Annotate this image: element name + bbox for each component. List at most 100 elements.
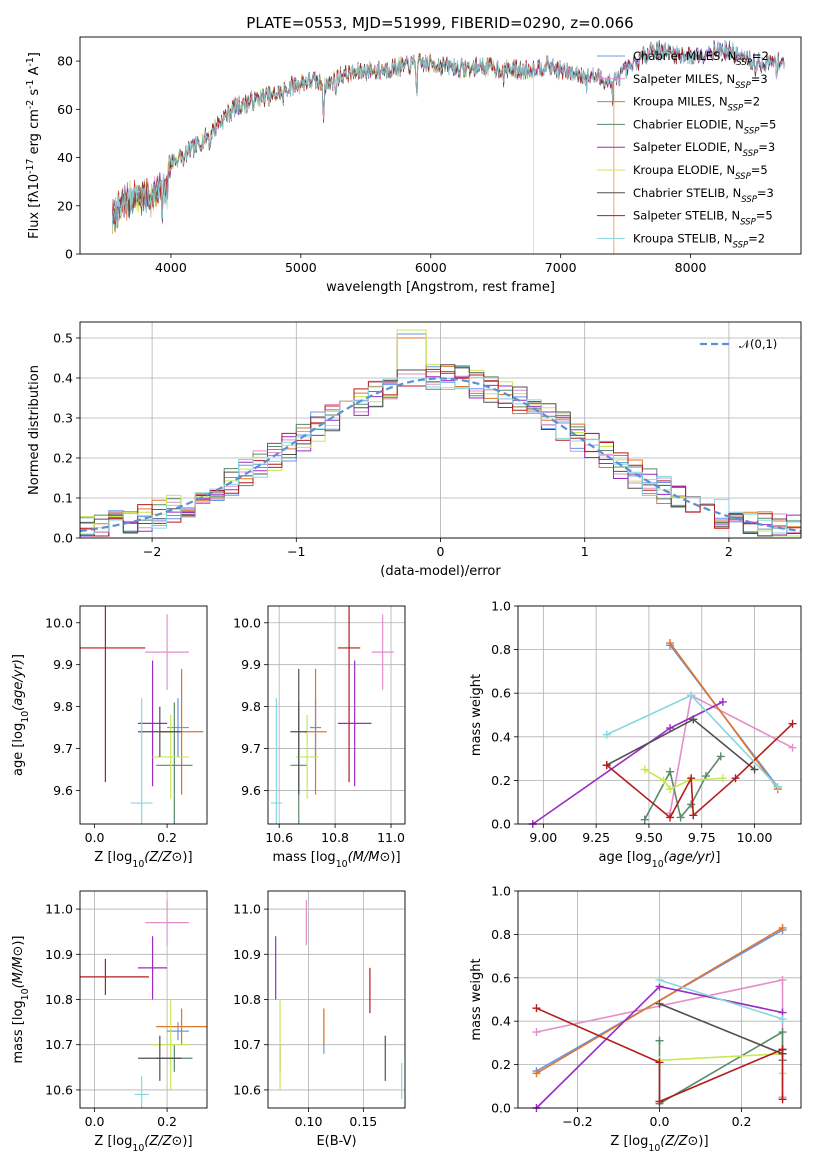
y-tick-label: 9.9 bbox=[241, 657, 261, 672]
y-tick-label: 80 bbox=[57, 54, 73, 69]
weight-series-line bbox=[644, 768, 723, 791]
y-tick-label: 10.0 bbox=[233, 615, 261, 630]
y-tick-label: 1.0 bbox=[491, 599, 511, 614]
weight-point-marker bbox=[640, 765, 649, 774]
y-tick-label: 10.0 bbox=[45, 615, 73, 630]
y-tick-label: 9.6 bbox=[53, 783, 73, 798]
weight-vs-age-panel: 9.00 9.25 9.50 9.75 10.00 0.0 0.2 0.4 0.6 0.8 1.0 a… bbox=[469, 599, 802, 870]
legend-entry: Chabrier STELIB, NSSP=3 bbox=[633, 186, 774, 205]
weight-point-marker bbox=[687, 691, 696, 700]
y-tick-label: 9.8 bbox=[53, 699, 73, 714]
y-tick-label: 9.7 bbox=[241, 741, 261, 756]
y-axis-label: mass weight bbox=[469, 958, 484, 1040]
x-tick-label: −1 bbox=[287, 544, 305, 559]
x-tick-label: 0.10 bbox=[295, 1114, 323, 1129]
x-tick-label: 9.00 bbox=[529, 830, 557, 845]
weight-point-marker bbox=[640, 815, 649, 824]
weight-point-marker bbox=[718, 697, 727, 706]
weight-series-line bbox=[606, 694, 779, 788]
weight-point-marker bbox=[532, 1004, 541, 1013]
x-tick-label: 4000 bbox=[155, 260, 187, 275]
age-vs-mass-panel: 10.6 10.8 11.0 9.6 9.7 9.8 9.9 10.0 mass [log10(… bbox=[233, 605, 406, 870]
y-tick-label: 0.5 bbox=[53, 331, 73, 346]
legend-entry: Salpeter MILES, NSSP=3 bbox=[633, 72, 768, 91]
residual-histogram-panel: −2 −1 0 1 2 0.0 0.1 0.2 0.3 0.4 0.5 (data-model)/er… bbox=[27, 321, 802, 579]
y-tick-label: 9.7 bbox=[53, 741, 73, 756]
axes-frame bbox=[79, 321, 802, 539]
weight-point-marker bbox=[655, 1097, 664, 1106]
legend-entry: Salpeter STELIB, NSSP=5 bbox=[633, 209, 773, 228]
y-tick-label: 0.6 bbox=[491, 686, 511, 701]
y-tick-label: 10.7 bbox=[233, 1037, 261, 1052]
mass-vs-ebv-panel: 0.10 0.15 10.6 10.7 10.8 10.9 11.0 E(B-V) bbox=[233, 890, 406, 1149]
axes-frame bbox=[79, 890, 208, 1109]
weight-point-marker bbox=[689, 811, 698, 820]
x-axis-label: Z [log10(Z/Z⊙)] bbox=[94, 1134, 192, 1154]
axes-frame bbox=[267, 605, 406, 825]
x-tick-label: 0 bbox=[437, 544, 445, 559]
weight-point-marker bbox=[666, 639, 675, 648]
y-tick-label: 0.2 bbox=[491, 1057, 511, 1072]
weight-point-marker bbox=[532, 1069, 541, 1078]
weight-point-marker bbox=[687, 774, 696, 783]
y-tick-label: 0 bbox=[65, 247, 73, 262]
y-tick-label: 0.8 bbox=[491, 927, 511, 942]
weight-point-marker bbox=[716, 752, 725, 761]
weight-point-marker bbox=[659, 776, 668, 785]
y-tick-label: 0.8 bbox=[491, 642, 511, 657]
weight-point-marker bbox=[666, 767, 675, 776]
y-tick-label: 10.9 bbox=[233, 947, 261, 962]
weight-series-line bbox=[669, 694, 793, 814]
weight-point-marker bbox=[676, 813, 685, 822]
y-tick-label: 0.1 bbox=[53, 491, 73, 506]
x-axis-label: mass [log10(M/M⊙)] bbox=[272, 850, 400, 870]
weight-point-marker bbox=[778, 923, 787, 932]
y-tick-label: 0.0 bbox=[53, 531, 73, 546]
x-tick-label: 2 bbox=[725, 544, 733, 559]
spectrum-model-line bbox=[112, 41, 785, 233]
y-tick-label: 10.6 bbox=[45, 1082, 73, 1097]
x-axis-label: wavelength [Angstrom, rest frame] bbox=[326, 280, 555, 295]
x-tick-label: −0.2 bbox=[562, 1114, 592, 1129]
y-tick-label: 9.8 bbox=[241, 699, 261, 714]
x-tick-label: 5000 bbox=[285, 260, 317, 275]
weight-point-marker bbox=[655, 975, 664, 984]
x-tick-label: 0.15 bbox=[349, 1114, 377, 1129]
x-tick-label: 10.8 bbox=[321, 830, 349, 845]
weight-point-marker bbox=[532, 1028, 541, 1037]
x-tick-label: 11.0 bbox=[377, 830, 405, 845]
y-tick-label: 11.0 bbox=[45, 902, 73, 917]
legend-entry: Chabrier MILES, NSSP=2 bbox=[633, 49, 769, 68]
figure-title: PLATE=0553, MJD=51999, FIBERID=0290, z=0… bbox=[246, 14, 633, 32]
y-axis-label: Flux [fλ10-17 erg cm-2 s-1 A-1] bbox=[25, 52, 43, 239]
x-tick-label: 9.25 bbox=[582, 830, 610, 845]
weight-series-line bbox=[643, 755, 722, 820]
age-vs-metallicity-panel: 0.0 0.2 9.6 9.7 9.8 9.9 10.0 Z [log10(Z/Z⊙)] age… bbox=[11, 605, 208, 870]
y-axis-label: mass weight bbox=[469, 674, 484, 756]
y-tick-label: 0.6 bbox=[491, 970, 511, 985]
x-axis-label: E(B-V) bbox=[316, 1134, 356, 1149]
x-axis-label: (data-model)/error bbox=[380, 564, 501, 579]
x-tick-label: 9.50 bbox=[635, 830, 663, 845]
x-tick-label: 1 bbox=[581, 544, 589, 559]
weight-point-marker bbox=[602, 761, 611, 770]
y-tick-label: 20 bbox=[57, 198, 73, 213]
weight-point-marker bbox=[666, 724, 675, 733]
spectrum-legend: Chabrier MILES, NSSP=2 Salpeter MILES, NS… bbox=[597, 49, 776, 250]
weight-point-marker bbox=[750, 765, 759, 774]
y-tick-label: 0.2 bbox=[491, 773, 511, 788]
weight-series-line bbox=[606, 723, 794, 819]
weight-point-marker bbox=[666, 785, 675, 794]
x-tick-label: 9.75 bbox=[688, 830, 716, 845]
weight-point-marker bbox=[778, 1095, 787, 1104]
y-tick-label: 0.3 bbox=[53, 411, 73, 426]
axes-frame bbox=[517, 890, 802, 1109]
x-tick-label: 7000 bbox=[545, 260, 577, 275]
spectrum-panel: 4000 5000 6000 7000 8000 0 20 40 60 80 wavelength … bbox=[25, 36, 802, 295]
legend-entry: Chabrier ELODIE, NSSP=5 bbox=[633, 117, 776, 136]
y-tick-label: 0.2 bbox=[53, 451, 73, 466]
weight-point-marker bbox=[773, 782, 782, 791]
x-tick-label: −2 bbox=[143, 544, 161, 559]
weight-point-marker bbox=[778, 1028, 787, 1037]
